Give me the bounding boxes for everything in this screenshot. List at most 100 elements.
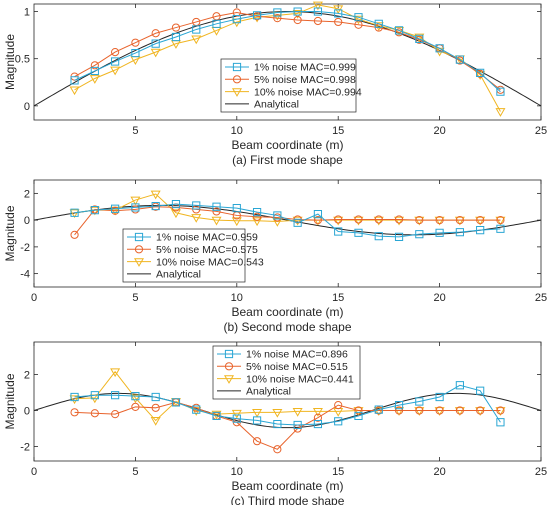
triangle-down-marker — [150, 48, 161, 58]
circle-marker — [293, 15, 302, 25]
y-tick-label: 0 — [24, 406, 30, 418]
chart-panel-1: 5 10 15 20 25 0 0.5 1 Beam coordinate (m) Magnitu… — [3, 1, 547, 167]
square-marker — [273, 211, 282, 220]
x-tick-label: 0 — [31, 466, 37, 478]
circle-marker — [313, 16, 323, 26]
triangle-down-marker — [434, 407, 445, 416]
plot-area — [33, 179, 542, 288]
circle-marker — [455, 216, 464, 225]
triangle-down-marker — [373, 216, 384, 226]
triangle-down-marker — [272, 408, 283, 418]
triangle-down-marker — [191, 35, 202, 45]
square-marker — [354, 13, 363, 22]
square-marker — [90, 391, 99, 400]
x-tick-label: 20 — [433, 292, 445, 304]
series-1 — [70, 381, 505, 430]
triangle-down-marker — [353, 407, 364, 416]
triangle-down-marker — [495, 407, 506, 416]
legend-entry: 1% noise MAC=0.896 — [246, 349, 348, 361]
series-line — [74, 203, 501, 238]
square-marker — [252, 208, 262, 217]
y-tick-label: 0 — [24, 215, 30, 227]
square-marker — [131, 203, 140, 212]
circle-marker — [334, 17, 343, 27]
x-tick-label: 25 — [535, 125, 547, 137]
panel-caption: (c) Third mode shape — [231, 494, 345, 505]
square-marker — [476, 386, 485, 395]
square-marker — [151, 392, 160, 402]
square-marker — [131, 48, 140, 58]
square-marker — [313, 210, 323, 219]
square-marker — [334, 417, 343, 426]
circle-marker — [90, 409, 99, 418]
triangle-down-marker — [475, 216, 486, 226]
triangle-down-marker — [312, 408, 323, 417]
circle-marker — [415, 216, 424, 225]
legend-box — [212, 345, 361, 400]
x-axis-label: Beam coordinate (m) — [231, 479, 343, 493]
panel-caption: (a) First mode shape — [232, 153, 343, 167]
circle-marker — [232, 8, 241, 17]
x-tick-label: 5 — [132, 466, 138, 478]
square-marker — [151, 201, 160, 211]
x-tick-label: 5 — [132, 292, 138, 304]
square-marker — [496, 418, 505, 427]
series-1 — [70, 199, 505, 241]
square-marker — [496, 87, 505, 96]
triangle-down-marker — [394, 216, 405, 226]
legend-entry: 5% noise MAC=0.998 — [254, 74, 356, 86]
triangle-down-marker — [292, 216, 303, 226]
square-marker — [232, 414, 241, 423]
x-tick-label: 25 — [535, 466, 547, 478]
legend-entry: Analytical — [254, 99, 299, 111]
triangle-down-marker — [373, 407, 384, 416]
square-marker — [354, 228, 363, 237]
triangle-down-marker — [89, 75, 100, 84]
square-marker — [252, 416, 262, 425]
y-axis-label: Magnitude — [3, 34, 17, 90]
square-marker — [273, 8, 282, 17]
triangle-down-marker — [211, 216, 222, 226]
circle-marker — [354, 215, 363, 224]
circle-marker — [273, 445, 282, 454]
triangle-down-marker — [231, 409, 242, 419]
circle-marker — [252, 437, 262, 446]
square-marker — [334, 9, 343, 18]
x-tick-label: 15 — [332, 466, 344, 478]
x-tick-label: 25 — [535, 292, 547, 304]
circle-marker — [151, 29, 160, 38]
square-marker — [192, 25, 201, 34]
square-marker — [476, 68, 485, 77]
x-tick-label: 15 — [332, 125, 344, 137]
square-marker — [212, 19, 221, 28]
y-tick-label: 2 — [24, 188, 30, 200]
legend-triangle-down-marker — [223, 375, 235, 384]
circle-marker — [394, 215, 404, 224]
legend-square-marker — [224, 349, 234, 359]
square-marker — [455, 228, 464, 237]
series-line — [74, 11, 501, 93]
legend-circle-marker — [232, 75, 242, 84]
circle-marker — [273, 14, 282, 23]
circle-marker — [334, 401, 343, 410]
legend-triangle-down-marker — [133, 258, 145, 267]
y-tick-label: 0.5 — [15, 54, 30, 66]
circle-marker — [476, 216, 485, 225]
circle-marker — [415, 406, 424, 415]
triangle-down-marker — [373, 22, 384, 32]
circle-marker — [496, 216, 505, 225]
y-tick-label: 1 — [24, 7, 30, 19]
legend-square-marker — [134, 232, 144, 242]
x-tick-label: 15 — [332, 292, 344, 304]
circle-marker — [111, 47, 120, 57]
triangle-down-marker — [312, 1, 323, 11]
triangle-down-marker — [434, 216, 445, 226]
square-marker — [171, 199, 181, 209]
legend-entry: 10% noise MAC=0.441 — [246, 373, 354, 385]
triangle-down-marker — [333, 216, 344, 226]
circle-marker — [151, 403, 160, 412]
square-marker — [70, 76, 79, 85]
square-marker — [171, 32, 181, 42]
panel-caption: (b) Second mode shape — [223, 320, 351, 334]
legend-entry: 1% noise MAC=0.999 — [254, 62, 356, 74]
